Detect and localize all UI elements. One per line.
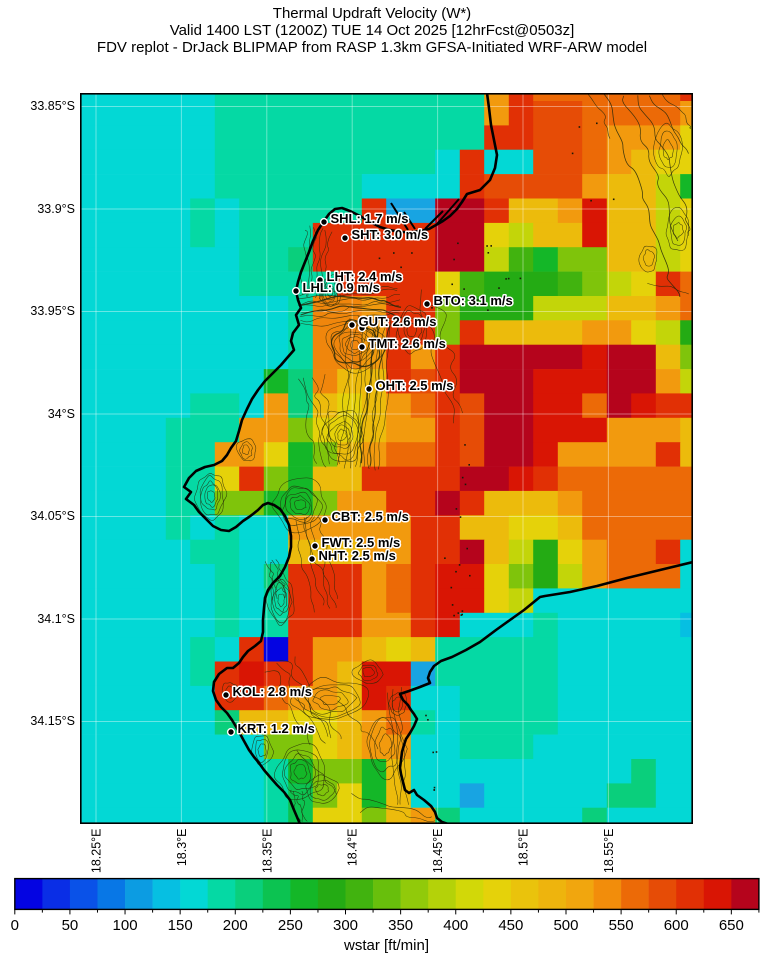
svg-text:350: 350 bbox=[388, 917, 413, 934]
svg-text:500: 500 bbox=[553, 917, 578, 934]
svg-text:SHL: 1.7 m/s: SHL: 1.7 m/s bbox=[331, 211, 409, 226]
svg-text:18.45°E: 18.45°E bbox=[431, 829, 445, 874]
svg-text:LHT: 2.4 m/s: LHT: 2.4 m/s bbox=[327, 269, 403, 284]
svg-text:50: 50 bbox=[62, 917, 79, 934]
svg-text:450: 450 bbox=[498, 917, 523, 934]
svg-text:KOL: 2.8 m/s: KOL: 2.8 m/s bbox=[233, 684, 312, 699]
svg-text:18.3°E: 18.3°E bbox=[175, 829, 189, 867]
svg-text:LHL: 0.9 m/s: LHL: 0.9 m/s bbox=[303, 280, 380, 295]
svg-text:0: 0 bbox=[11, 917, 19, 934]
svg-text:100: 100 bbox=[113, 917, 138, 934]
svg-text:18.35°E: 18.35°E bbox=[260, 829, 274, 874]
svg-text:OHT: 2.5 m/s: OHT: 2.5 m/s bbox=[376, 378, 454, 393]
svg-text:650: 650 bbox=[719, 917, 744, 934]
svg-text:KRT: 1.2 m/s: KRT: 1.2 m/s bbox=[238, 721, 315, 736]
svg-text:150: 150 bbox=[168, 917, 193, 934]
svg-text:CBT: 2.5 m/s: CBT: 2.5 m/s bbox=[332, 509, 409, 524]
svg-text:300: 300 bbox=[333, 917, 358, 934]
svg-text:18.25°E: 18.25°E bbox=[90, 829, 104, 874]
svg-text:BTO: 3.1 m/s: BTO: 3.1 m/s bbox=[434, 293, 513, 308]
svg-text:400: 400 bbox=[443, 917, 468, 934]
svg-text:TMT: 2.6 m/s: TMT: 2.6 m/s bbox=[369, 336, 446, 351]
svg-text:SHT: 3.0 m/s: SHT: 3.0 m/s bbox=[352, 227, 429, 242]
svg-text:wstar [ft/min]: wstar [ft/min] bbox=[343, 937, 429, 954]
svg-text:FWT: 2.5 m/s: FWT: 2.5 m/s bbox=[322, 535, 401, 550]
svg-text:250: 250 bbox=[278, 917, 303, 934]
svg-text:200: 200 bbox=[223, 917, 248, 934]
svg-text:18.4°E: 18.4°E bbox=[346, 829, 360, 867]
svg-text:NHT: 2.5 m/s: NHT: 2.5 m/s bbox=[319, 548, 396, 563]
svg-text:GUT: 2.6 m/s: GUT: 2.6 m/s bbox=[359, 314, 437, 329]
svg-text:18.5°E: 18.5°E bbox=[517, 829, 531, 867]
svg-text:550: 550 bbox=[609, 917, 634, 934]
svg-text:18.55°E: 18.55°E bbox=[602, 829, 616, 874]
svg-text:600: 600 bbox=[664, 917, 689, 934]
